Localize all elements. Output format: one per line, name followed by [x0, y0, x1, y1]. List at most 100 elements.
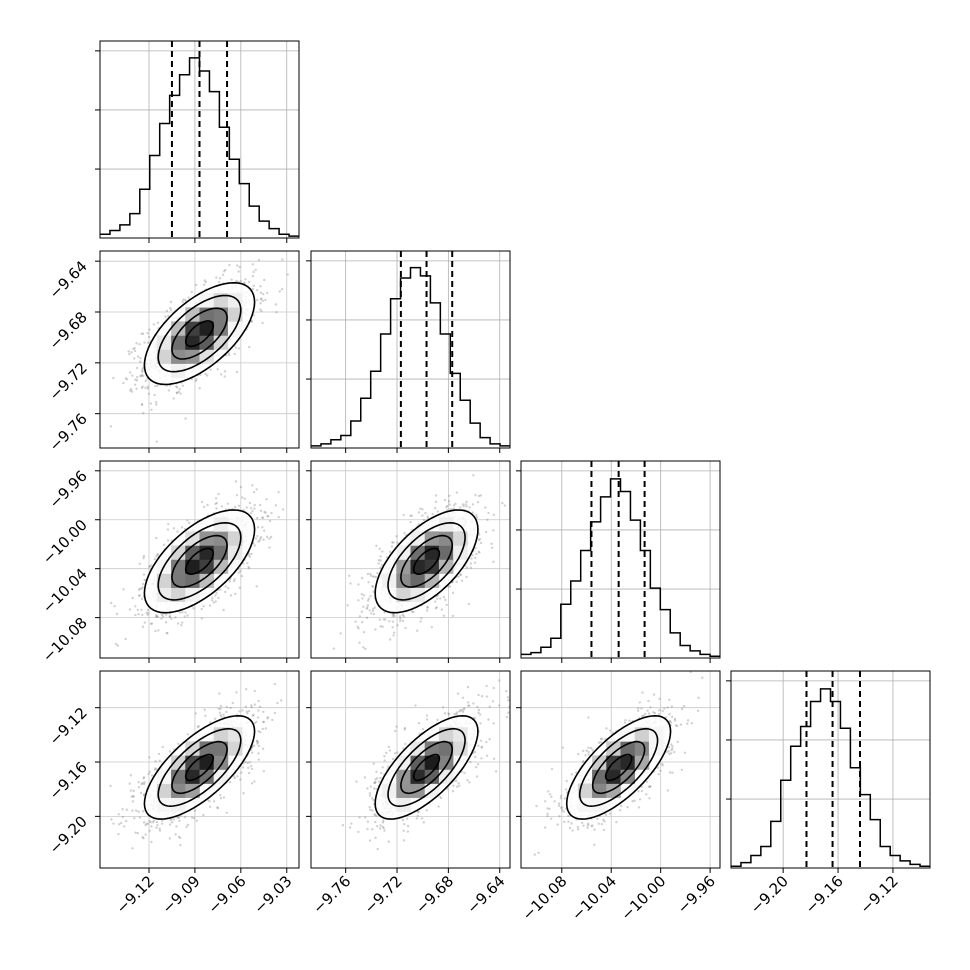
scatter-point: [426, 515, 429, 518]
hist-panel-3: [726, 670, 931, 869]
scatter-point: [174, 616, 177, 619]
scatter-point: [227, 352, 231, 355]
scatter-point: [222, 270, 226, 273]
scatter-point: [248, 555, 252, 558]
scatter-point: [146, 341, 150, 344]
scatter-point: [252, 490, 256, 494]
scatter-point: [176, 622, 180, 625]
scatter-point: [373, 575, 376, 578]
scatter-point: [257, 709, 260, 712]
scatter-point: [242, 508, 245, 512]
scatter-point: [448, 585, 452, 588]
scatter-point: [214, 497, 218, 500]
scatter-point: [249, 507, 253, 510]
scatter-point: [155, 613, 158, 617]
scatter-point: [381, 625, 384, 628]
scatter-point: [491, 546, 494, 550]
scatter-point: [469, 562, 473, 565]
scatter-point: [172, 527, 176, 530]
scatter-point: [492, 529, 495, 532]
scatter-point: [443, 498, 447, 502]
scatter-point: [147, 612, 150, 615]
scatter-point: [454, 502, 457, 506]
scatter-point: [154, 384, 157, 388]
scatter-point: [217, 596, 220, 600]
density-cell: [213, 531, 229, 546]
scatter-point: [442, 614, 446, 617]
scatter-point: [141, 385, 144, 388]
panel-frame: [310, 460, 511, 659]
scatter-point: [194, 379, 198, 383]
scatter-point: [167, 389, 171, 392]
scatter-point: [251, 287, 255, 291]
scatter-point: [125, 808, 129, 811]
scatter-point: [346, 604, 349, 607]
scatter-point: [125, 819, 128, 823]
scatter-point: [146, 613, 149, 616]
scatter-point: [122, 588, 125, 591]
scatter-point: [224, 585, 227, 588]
scatter-point: [426, 606, 429, 609]
scatter-point: [362, 594, 366, 597]
scatter-point: [364, 647, 367, 651]
scatter-point: [434, 607, 438, 610]
scatter-point: [265, 535, 269, 539]
scatter-point: [376, 571, 379, 575]
scatter-point: [277, 516, 280, 519]
scatter-point: [501, 501, 504, 505]
scatter-point: [138, 587, 141, 590]
scatter-point: [371, 607, 375, 611]
scatter-point: [160, 613, 164, 617]
scatter-point: [141, 582, 145, 586]
scatter-point: [234, 480, 238, 483]
scatter-point: [181, 621, 184, 624]
scatter-point: [138, 360, 142, 363]
scatter-point: [175, 825, 178, 828]
scatter-point: [144, 833, 147, 836]
scatter-point: [255, 585, 258, 588]
scatter-point: [249, 764, 253, 768]
scatter-point: [135, 387, 138, 391]
scatter-point: [109, 425, 113, 428]
scatter-point: [392, 541, 395, 544]
scatter-point: [261, 516, 265, 519]
scatter-point: [259, 537, 262, 540]
scatter-point: [492, 560, 495, 564]
scatter-point: [241, 496, 244, 499]
scatter-point: [422, 518, 426, 522]
scatter-point: [174, 385, 178, 388]
scatter-point: [228, 780, 232, 784]
scatter-point: [268, 546, 271, 549]
scatter-point: [227, 586, 230, 590]
scatter-point: [202, 505, 206, 509]
scatter-point: [445, 505, 448, 509]
scatter-point: [372, 590, 375, 593]
scatter-point: [391, 613, 395, 616]
panel-content: [100, 461, 299, 658]
histogram-step: [311, 266, 510, 447]
scatter-point: [146, 331, 149, 335]
scatter-point: [142, 554, 146, 558]
scatter-point: [208, 805, 212, 809]
scatter-point: [261, 321, 264, 325]
scatter-point: [255, 298, 259, 302]
scatter-point: [134, 613, 137, 617]
scatter-point: [378, 547, 381, 551]
scatter-point: [479, 541, 483, 545]
scatter-point: [243, 497, 246, 500]
scatter-point: [228, 263, 231, 267]
scatter-point: [174, 833, 177, 836]
scatter-point: [484, 506, 487, 509]
scatter-point: [248, 552, 251, 555]
scatter-point: [361, 620, 364, 624]
scatter-point: [477, 538, 481, 542]
scatter-point: [215, 501, 219, 505]
density-cell: [424, 545, 440, 560]
scatter-point: [339, 632, 342, 635]
scatter-point: [253, 544, 257, 547]
scatter-point: [117, 813, 120, 816]
scatter-point: [252, 270, 255, 274]
scatter-point: [186, 733, 189, 736]
scatter-point: [409, 520, 412, 524]
